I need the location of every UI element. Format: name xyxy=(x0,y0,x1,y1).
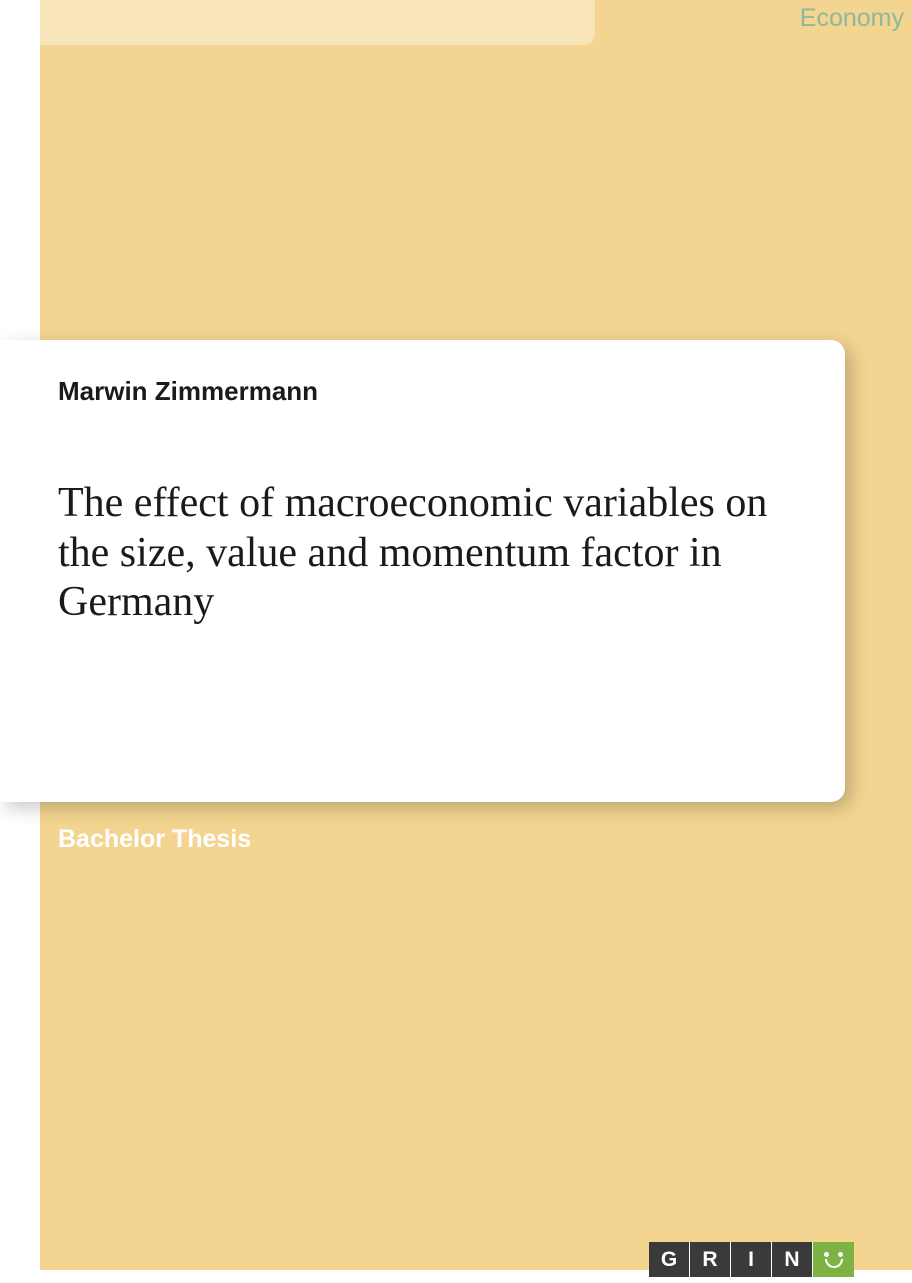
logo-letter-i: I xyxy=(731,1242,772,1277)
document-type-label: Bachelor Thesis xyxy=(58,825,251,854)
logo-letter-n: N xyxy=(772,1242,813,1277)
logo-letter-r: R xyxy=(690,1242,731,1277)
logo-letter-g: G xyxy=(649,1242,690,1277)
top-tab-accent xyxy=(40,0,595,45)
publisher-logo: G R I N xyxy=(649,1242,854,1277)
document-title: The effect of macroeconomic variables on… xyxy=(58,479,787,628)
category-label: Economy xyxy=(800,4,904,33)
author-name: Marwin Zimmermann xyxy=(58,376,787,407)
logo-smiley-icon xyxy=(813,1242,854,1277)
title-card: Marwin Zimmermann The effect of macroeco… xyxy=(0,340,845,802)
